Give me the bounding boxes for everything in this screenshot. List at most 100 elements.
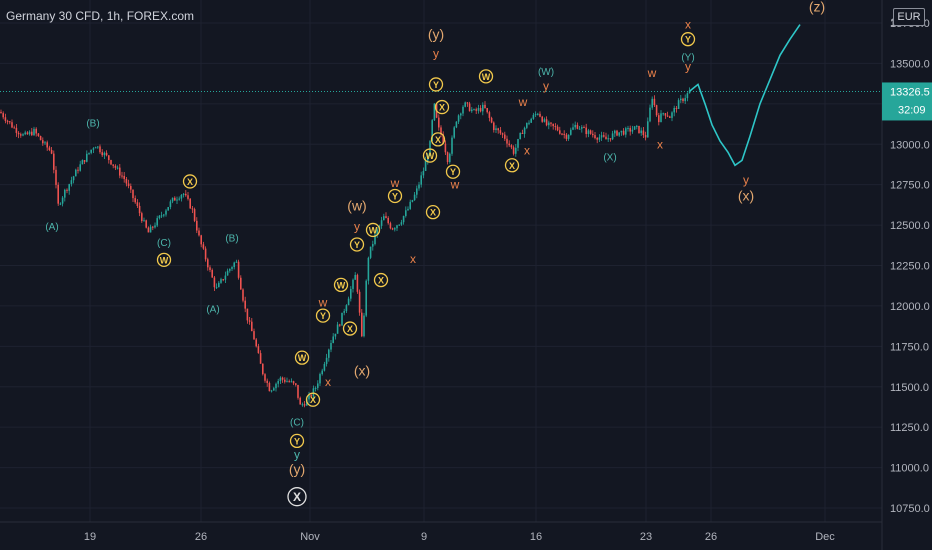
candle-body — [11, 122, 13, 128]
candle-body — [187, 195, 189, 199]
wave-label: w — [318, 296, 328, 310]
candle-body — [671, 112, 673, 118]
candle-body — [440, 127, 442, 135]
wave-label: X — [439, 103, 445, 113]
candle-body — [629, 128, 631, 132]
candle-body — [682, 98, 684, 102]
candle-body — [669, 116, 671, 118]
candle-body — [149, 226, 152, 233]
candle-body — [114, 165, 117, 168]
candle-body — [517, 139, 519, 148]
wave-label: (B) — [86, 119, 99, 130]
candle-body — [220, 279, 222, 283]
candle-body — [301, 404, 304, 406]
candle-body — [134, 198, 136, 203]
candle-body — [81, 160, 84, 165]
candle-body — [680, 98, 682, 101]
projection-path — [689, 24, 801, 167]
candle-body — [506, 138, 508, 144]
candle-body — [499, 130, 502, 134]
candle-body — [6, 120, 9, 122]
candle-body — [330, 342, 332, 350]
wave-circle-marker — [425, 204, 441, 220]
candle-body — [545, 119, 548, 126]
candle-body — [673, 107, 675, 113]
candle-body — [198, 230, 200, 236]
candle-body — [310, 395, 312, 397]
candle-body — [204, 248, 207, 260]
wave-label: y — [433, 47, 439, 61]
candle-body — [374, 234, 376, 245]
candle-body — [55, 169, 57, 185]
candle-body — [567, 134, 570, 139]
candle-body — [376, 229, 378, 235]
candle-body — [501, 133, 504, 135]
candle-body — [363, 315, 365, 337]
y-tick-label: 12000.0 — [890, 301, 930, 313]
candle-body — [688, 90, 691, 94]
candle-body — [319, 374, 321, 384]
candle-body — [455, 121, 458, 128]
wave-label: (w) — [347, 197, 366, 213]
candle-body — [224, 275, 227, 280]
chart-title: Germany 30 CFD, 1h, FOREX.com — [6, 9, 195, 23]
candle-body — [347, 298, 350, 306]
candle-body — [620, 130, 623, 133]
candle-body — [284, 379, 286, 382]
candle-body — [605, 136, 607, 140]
candle-body — [15, 127, 18, 133]
candle-body — [88, 152, 90, 154]
candle-body — [372, 244, 374, 247]
time-axis[interactable]: 19 26 Nov 9 16 23 26 Dec — [0, 521, 882, 543]
candle-body — [290, 381, 293, 383]
candle-body — [686, 93, 689, 99]
candle-body — [156, 218, 158, 226]
candle-body — [59, 203, 62, 205]
candle-body — [147, 227, 150, 233]
candle-body — [411, 200, 414, 202]
wave-circle-marker — [387, 188, 403, 204]
candle-body — [576, 124, 579, 129]
candle-body — [72, 176, 75, 181]
wave-circle-marker — [287, 487, 307, 507]
candle-body — [662, 113, 664, 115]
candle-body — [242, 289, 244, 301]
currency-button[interactable]: EUR — [893, 8, 925, 26]
candle-body — [275, 383, 277, 389]
candle-body — [609, 138, 612, 140]
x-tick-label: 19 — [84, 531, 96, 543]
candle-body — [484, 104, 486, 109]
candle-body — [46, 142, 48, 148]
candle-body — [471, 109, 473, 112]
candle-body — [638, 125, 640, 134]
wave-label: W — [369, 225, 378, 235]
candle-body — [446, 152, 449, 163]
candle-body — [31, 131, 33, 136]
y-tick-label: 11000.0 — [890, 463, 929, 475]
wave-label: w — [647, 66, 657, 80]
candle-body — [154, 225, 156, 228]
candle-body — [651, 98, 653, 108]
candle-body — [354, 274, 356, 280]
candle-body — [488, 112, 491, 118]
candle-body — [565, 134, 568, 139]
candle-body — [519, 132, 521, 140]
candle-body — [622, 130, 625, 135]
candle-body — [226, 270, 229, 276]
wave-label: (C) — [290, 418, 304, 429]
candle-body — [475, 109, 477, 111]
wave-label: (x) — [738, 188, 754, 204]
candle-body — [462, 106, 464, 114]
candle-body — [369, 246, 372, 258]
wave-circle-marker — [504, 158, 520, 173]
wave-label: Y — [392, 191, 398, 201]
wave-circle-marker — [289, 433, 305, 449]
candle-body — [215, 287, 218, 289]
candle-body — [127, 183, 130, 187]
wave-label: (W) — [538, 67, 554, 78]
candle-countdown: 32:09 — [898, 104, 926, 116]
candle-body — [660, 113, 662, 123]
candle-body — [343, 311, 345, 313]
candle-body — [152, 226, 154, 228]
